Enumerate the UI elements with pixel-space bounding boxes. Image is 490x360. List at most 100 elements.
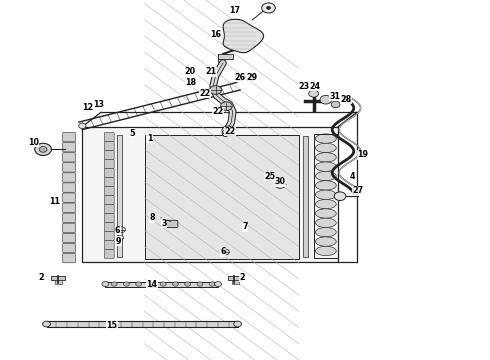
Text: 17: 17 (229, 6, 240, 15)
FancyBboxPatch shape (63, 213, 75, 222)
Ellipse shape (316, 153, 336, 162)
Text: 12: 12 (82, 104, 93, 112)
Ellipse shape (316, 143, 336, 153)
Bar (51, 276, 65, 280)
Text: 27: 27 (352, 186, 363, 195)
Circle shape (43, 321, 50, 327)
Bar (218, 54, 233, 59)
Ellipse shape (316, 199, 336, 209)
Text: 15: 15 (106, 321, 117, 330)
Circle shape (245, 74, 255, 81)
FancyBboxPatch shape (63, 163, 75, 172)
Circle shape (334, 192, 346, 201)
Ellipse shape (316, 134, 336, 143)
Text: 10: 10 (28, 138, 39, 147)
Text: 28: 28 (341, 94, 351, 104)
Text: 3: 3 (161, 219, 167, 228)
Circle shape (262, 3, 275, 13)
FancyBboxPatch shape (104, 186, 114, 195)
FancyBboxPatch shape (104, 231, 114, 240)
FancyBboxPatch shape (104, 249, 114, 258)
FancyBboxPatch shape (104, 150, 114, 159)
Circle shape (265, 176, 272, 181)
Ellipse shape (316, 181, 336, 190)
Text: 9: 9 (116, 237, 122, 246)
Bar (145, 135, 299, 259)
Text: 26: 26 (235, 73, 245, 82)
Circle shape (117, 235, 123, 240)
Text: 2: 2 (39, 273, 45, 282)
Circle shape (123, 282, 129, 286)
Circle shape (197, 282, 203, 286)
Circle shape (235, 74, 245, 81)
Text: 30: 30 (275, 177, 286, 186)
Text: 13: 13 (94, 100, 104, 109)
FancyBboxPatch shape (104, 213, 114, 222)
Ellipse shape (316, 162, 336, 171)
FancyBboxPatch shape (63, 203, 75, 212)
Circle shape (222, 126, 234, 135)
Bar (47, 321, 238, 327)
Ellipse shape (79, 123, 86, 129)
Text: 22: 22 (213, 107, 223, 116)
Text: 16: 16 (210, 30, 221, 39)
Text: 8: 8 (149, 213, 155, 222)
Bar (117, 135, 122, 257)
FancyBboxPatch shape (104, 159, 114, 168)
FancyBboxPatch shape (104, 240, 114, 249)
Circle shape (35, 143, 51, 156)
Circle shape (267, 6, 270, 9)
FancyBboxPatch shape (63, 143, 75, 152)
FancyBboxPatch shape (104, 132, 114, 141)
Circle shape (185, 282, 191, 286)
FancyBboxPatch shape (104, 195, 114, 204)
Bar (55, 280, 62, 284)
Circle shape (148, 282, 154, 286)
Circle shape (118, 227, 125, 233)
Circle shape (221, 249, 229, 255)
Circle shape (220, 102, 232, 111)
Ellipse shape (316, 218, 336, 228)
Text: 6: 6 (115, 226, 121, 235)
FancyBboxPatch shape (63, 173, 75, 182)
FancyBboxPatch shape (104, 177, 114, 186)
Text: 2: 2 (240, 273, 245, 282)
Bar (228, 276, 242, 280)
Text: 14: 14 (147, 280, 157, 289)
Circle shape (160, 282, 166, 286)
Ellipse shape (316, 171, 336, 181)
Text: 5: 5 (129, 129, 135, 138)
Text: 23: 23 (298, 82, 309, 91)
Text: 22: 22 (199, 89, 210, 98)
Polygon shape (223, 19, 264, 53)
FancyBboxPatch shape (63, 132, 75, 142)
Circle shape (39, 147, 47, 152)
Ellipse shape (316, 246, 336, 256)
Circle shape (111, 282, 117, 286)
FancyBboxPatch shape (63, 243, 75, 253)
Circle shape (172, 282, 178, 286)
Ellipse shape (316, 190, 336, 199)
FancyBboxPatch shape (104, 204, 114, 213)
Bar (82, 127, 338, 262)
Text: 25: 25 (264, 172, 275, 181)
Text: 6: 6 (220, 247, 226, 256)
Text: 21: 21 (205, 68, 216, 77)
FancyBboxPatch shape (63, 223, 75, 233)
Text: 24: 24 (310, 82, 320, 91)
Text: 11: 11 (49, 197, 60, 206)
FancyBboxPatch shape (104, 168, 114, 177)
Text: 1: 1 (147, 134, 152, 143)
FancyBboxPatch shape (104, 141, 114, 150)
Circle shape (331, 101, 340, 108)
FancyBboxPatch shape (63, 233, 75, 243)
Circle shape (210, 86, 221, 94)
Text: 18: 18 (186, 78, 196, 87)
Bar (105, 282, 218, 287)
Circle shape (275, 180, 286, 188)
Circle shape (136, 282, 142, 286)
Bar (303, 136, 308, 257)
Text: 4: 4 (350, 172, 356, 181)
Text: 29: 29 (246, 73, 257, 82)
Circle shape (320, 95, 332, 104)
